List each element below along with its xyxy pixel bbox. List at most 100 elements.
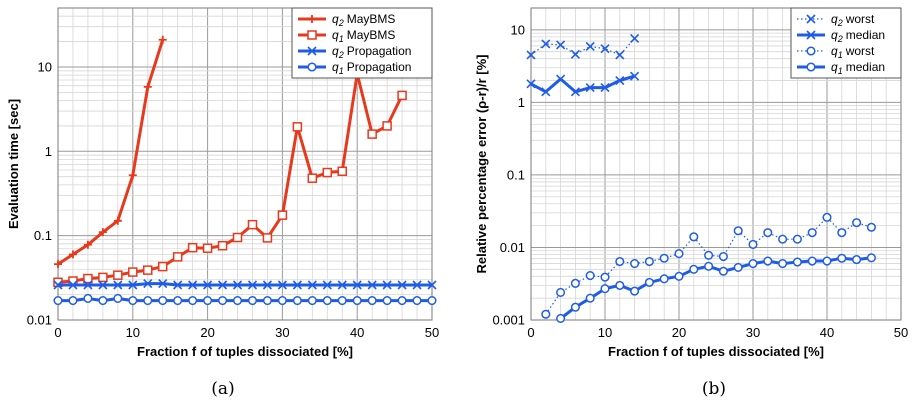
data-point <box>292 296 302 306</box>
y-tick-label: 10 <box>511 22 525 37</box>
legend-marker <box>806 30 816 40</box>
y-axis-label: Evaluation time [sec] <box>6 99 21 229</box>
panel-caption: (b) <box>702 379 726 399</box>
data-point <box>367 296 377 306</box>
data-point <box>247 296 258 306</box>
x-tick-label: 10 <box>598 325 612 340</box>
panel-a-chart: 0 10 20 30 40 50 0.01 0.1 1 10 Fraction f of tuple… <box>6 7 439 399</box>
x-tick-label: 40 <box>820 325 834 340</box>
x-axis-label: Fraction f of tuples dissociated [%] <box>137 344 353 359</box>
x-tick-label: 30 <box>275 325 289 340</box>
data-point <box>600 83 610 93</box>
series-line <box>559 256 872 320</box>
gridlines <box>57 7 433 321</box>
series-square-maybms <box>53 69 407 288</box>
series-line <box>530 38 636 56</box>
data-point <box>427 280 437 290</box>
data-point <box>541 309 551 319</box>
data-point <box>807 228 817 238</box>
data-point <box>748 259 758 269</box>
data-point <box>541 87 551 97</box>
y-tick-label: 10 <box>38 59 52 74</box>
data-point <box>382 121 392 131</box>
series-x-propagation <box>53 279 437 290</box>
data-point <box>173 280 183 290</box>
data-point <box>644 256 654 267</box>
data-point <box>570 278 580 288</box>
legend-label: q1 Propagation <box>332 60 411 76</box>
data-point <box>247 219 258 230</box>
data-point <box>277 210 288 220</box>
data-point <box>615 280 625 290</box>
data-point <box>113 270 123 280</box>
data-point <box>526 50 536 60</box>
data-point <box>382 280 392 290</box>
data-point <box>53 296 63 306</box>
x-tick-label: 0 <box>54 325 61 340</box>
data-point <box>792 234 802 244</box>
data-point <box>585 293 595 303</box>
data-point <box>337 166 347 177</box>
data-point <box>307 173 318 183</box>
data-point <box>570 302 580 312</box>
legend-entry: q2 Propagation <box>298 44 411 60</box>
legend-entry: q1 MayBMS <box>298 28 395 44</box>
data-point <box>98 280 108 290</box>
data-point <box>585 41 595 52</box>
y-tick-label: 0.01 <box>500 240 525 255</box>
data-point <box>203 280 213 290</box>
data-point <box>262 233 273 243</box>
data-point <box>778 234 788 244</box>
data-point <box>292 280 302 290</box>
data-point <box>600 44 610 54</box>
data-point <box>143 82 152 91</box>
data-point <box>217 240 228 251</box>
data-point <box>113 216 122 225</box>
x-axis-label: Fraction f of tuples dissociated [%] <box>608 344 824 359</box>
data-point <box>292 122 303 132</box>
data-point <box>526 79 536 89</box>
legend-label: q1 MayBMS <box>332 28 395 44</box>
legend-marker <box>307 62 317 72</box>
data-point <box>172 252 183 262</box>
series-circle-median <box>556 253 876 324</box>
data-point <box>157 261 168 272</box>
data-point <box>53 280 63 290</box>
data-point <box>247 280 258 290</box>
x-tick-label: 40 <box>350 325 364 340</box>
data-point <box>128 296 138 306</box>
legend-marker <box>307 46 317 56</box>
data-point <box>837 253 847 263</box>
data-point <box>277 280 287 290</box>
data-point <box>232 280 243 290</box>
data-point <box>98 272 108 283</box>
legend-label: q1 worst <box>831 44 875 60</box>
data-point <box>188 296 198 306</box>
legend-label: q1 median <box>831 60 885 76</box>
data-point <box>807 256 817 266</box>
x-tick-label: 0 <box>527 325 534 340</box>
data-point <box>556 74 566 84</box>
data-point <box>262 296 272 306</box>
y-tick-label: 0.1 <box>34 228 52 243</box>
data-point <box>322 280 332 290</box>
legend-entry: q2 median <box>797 28 885 44</box>
series-line <box>57 72 404 284</box>
legend-entry: q2 MayBMS <box>298 12 395 28</box>
x-tick-label: 30 <box>746 325 760 340</box>
data-point <box>397 280 407 290</box>
panel-b-chart: 0 10 20 30 40 50 0.001 0.01 0.1 1 10 Fraction f of … <box>474 7 908 399</box>
y-axis-label: Relative percentage error (ρ-r)/r [%] <box>474 55 489 274</box>
gridlines <box>530 7 902 321</box>
series-circle-propagation <box>53 293 437 306</box>
data-point <box>718 251 728 262</box>
legend-entry: q1 Propagation <box>298 60 411 76</box>
x-tick-label: 20 <box>200 325 214 340</box>
legend-marker <box>806 46 816 56</box>
data-point <box>733 226 743 236</box>
data-point <box>644 277 654 287</box>
data-point <box>83 293 93 304</box>
